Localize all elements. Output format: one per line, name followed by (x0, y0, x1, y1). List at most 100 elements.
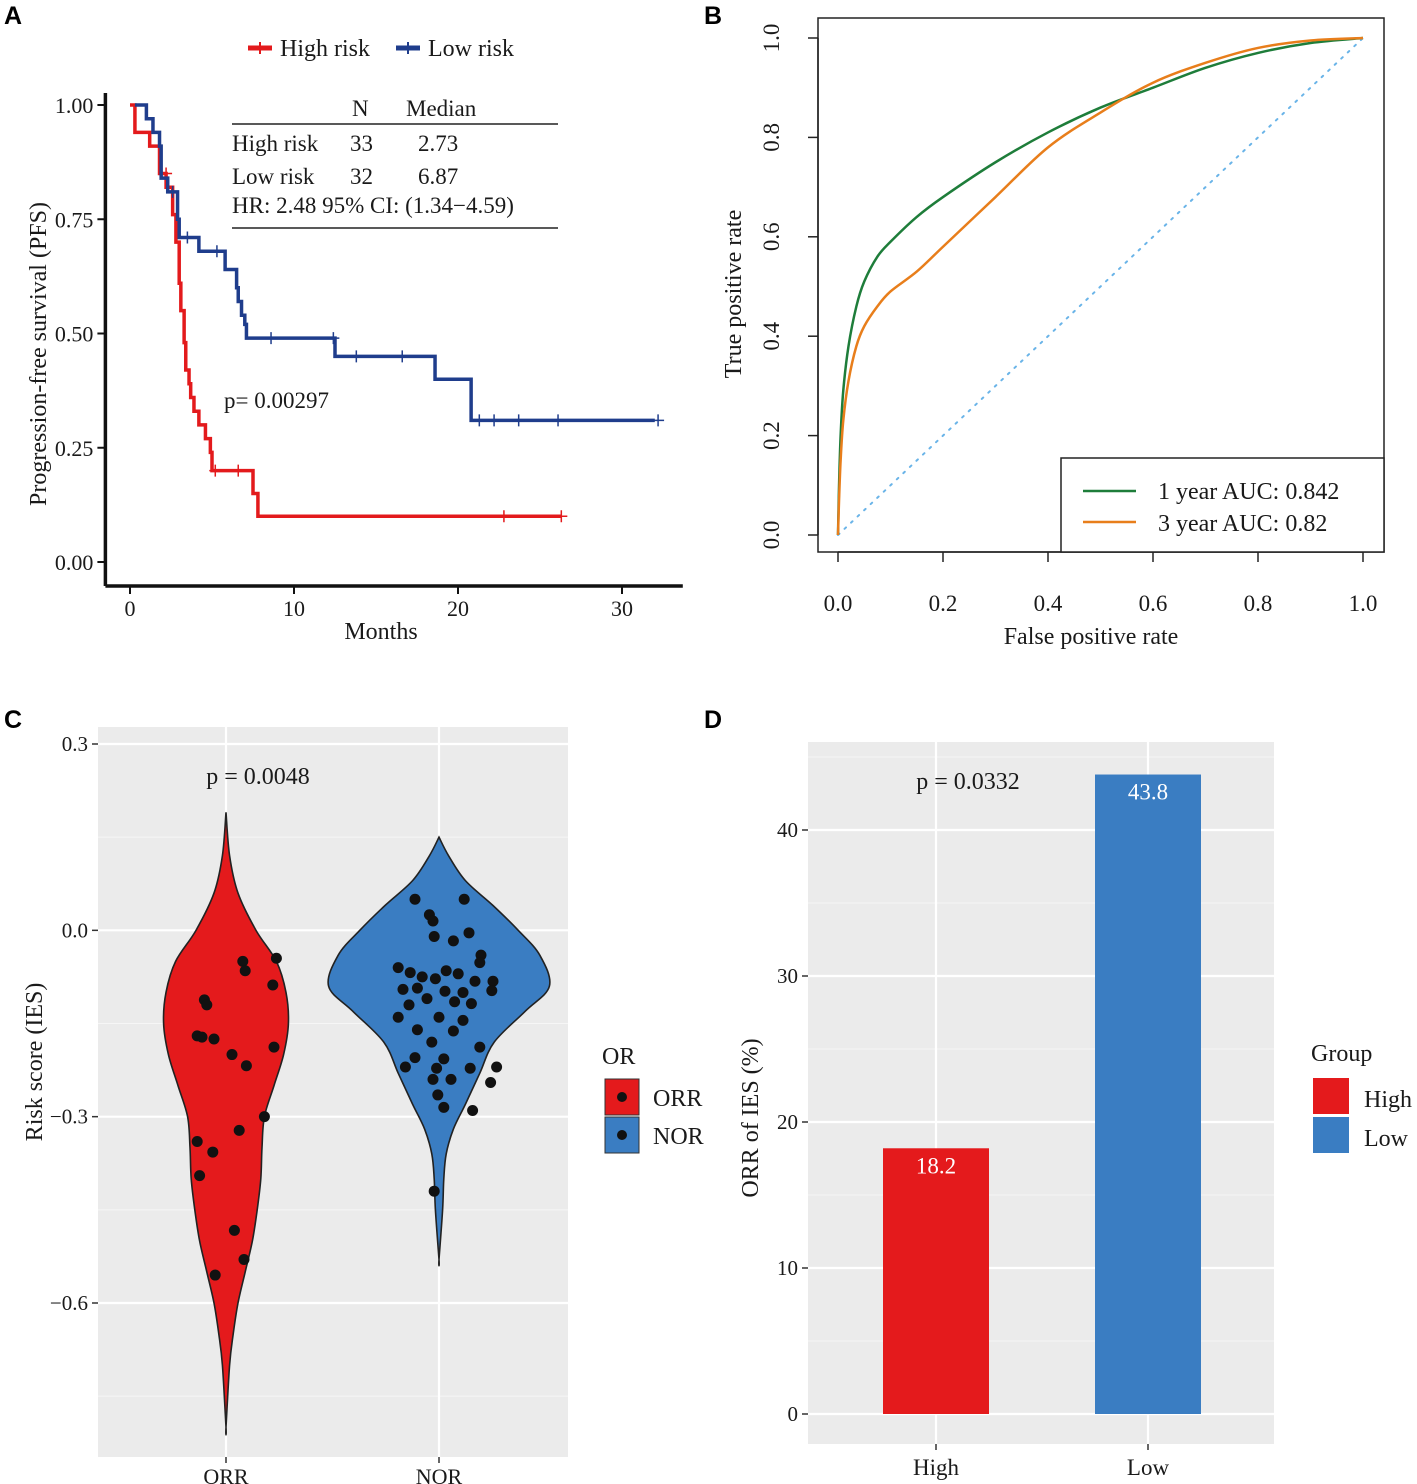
panel-a-kaplan-meier: A 0 10 20 30 0.00 0.25 0.50 0.75 1.00 High risk … (4, 2, 683, 645)
roc-x-tick-label: 0.8 (1244, 591, 1273, 616)
roc-x-tick-label: 0.6 (1139, 591, 1168, 616)
violin-point-nor (457, 1014, 469, 1026)
violin-point-nor (465, 998, 477, 1010)
bar-high (883, 1148, 989, 1414)
violin-point-nor (447, 1025, 459, 1037)
bar-value-label-high: 18.2 (916, 1153, 956, 1178)
km-censor-mark (181, 231, 194, 244)
violin-x-tick-label-orr: ORR (203, 1464, 249, 1484)
violin-point-orr (237, 955, 249, 967)
km-censor-mark (473, 414, 486, 427)
panel-label-c: C (4, 706, 22, 734)
violin-point-orr (268, 1041, 280, 1053)
violin-point-nor (427, 1073, 439, 1085)
violin-marks (162, 812, 551, 1436)
km-x-axis-label: Months (344, 619, 417, 645)
violin-point-nor (467, 1104, 479, 1116)
violin-plot-background (98, 727, 568, 1457)
roc-y-tick-label: 1.0 (759, 24, 784, 53)
violin-point-nor (409, 1052, 421, 1064)
violin-point-nor (491, 1061, 503, 1073)
violin-point-nor (463, 927, 475, 939)
table-header-median: Median (406, 96, 477, 121)
violin-point-nor (486, 985, 498, 997)
roc-legend: 1 year AUC: 0.842 3 year AUC: 0.82 (1060, 457, 1385, 553)
bar-legend-title: Group (1311, 1041, 1372, 1067)
violin-point-nor (433, 1011, 445, 1023)
km-censor-mark (488, 414, 501, 427)
roc-curve-3-year (836, 36, 1364, 536)
km-y-axis-label: Progression-free survival (PFS) (26, 202, 52, 506)
violin-point-nor (438, 1101, 450, 1113)
km-x-tick-label: 20 (447, 596, 469, 621)
violin-y-tick-label: −0.6 (50, 1291, 88, 1315)
violin-shape-orr (162, 812, 290, 1436)
km-censor-mark (209, 464, 222, 477)
violin-point-nor (458, 893, 470, 905)
violin-point-nor (392, 962, 404, 974)
violin-point-nor (449, 996, 461, 1008)
violin-axes: −0.6 −0.3 0.0 0.3 ORR NOR (50, 732, 463, 1484)
bar-y-tick-label: 10 (777, 1256, 798, 1280)
table-hr-ci: HR: 2.48 95% CI: (1.34−4.59) (232, 193, 514, 218)
violin-point-nor (416, 971, 428, 983)
violin-legend-dot-nor (617, 1130, 627, 1140)
roc-curves (836, 36, 1364, 536)
violin-point-nor (392, 1011, 404, 1023)
violin-point-nor (440, 965, 452, 977)
violin-point-orr (267, 979, 279, 991)
table-row-high-median: 2.73 (418, 131, 458, 156)
violin-point-nor (426, 1036, 438, 1048)
bar-p-value: p = 0.0332 (916, 769, 1020, 795)
violin-point-orr (196, 1031, 208, 1043)
roc-y-tick-label: 0.4 (759, 321, 784, 350)
violin-point-orr (226, 1049, 238, 1061)
bar-x-tick-label-high: High (913, 1455, 960, 1480)
violin-y-tick-label: −0.3 (50, 1105, 88, 1129)
km-censor-mark (350, 350, 363, 363)
violin-point-nor (428, 931, 440, 943)
violin-point-nor (485, 1077, 497, 1089)
roc-x-tick-label: 1.0 (1349, 591, 1378, 616)
violin-point-nor (428, 1185, 440, 1197)
km-summary-table: N Median High risk 33 2.73 Low risk 32 6… (232, 96, 558, 229)
violin-point-nor (447, 935, 459, 947)
violin-legend: OR ORR NOR (602, 1044, 704, 1154)
roc-reference-diagonal (837, 37, 1364, 536)
violin-point-orr (270, 952, 282, 964)
bar-legend-label-high: High (1364, 1087, 1412, 1113)
bar-y-tick-label: 20 (777, 1110, 798, 1134)
roc-axes: 0.0 0.2 0.4 0.6 0.8 1.0 0.0 0.2 0.4 0.6 0.8 1.0 (759, 24, 1377, 616)
violin-point-nor (452, 968, 464, 980)
violin-x-tick-label-nor: NOR (416, 1464, 463, 1484)
km-censor-mark (210, 245, 223, 258)
km-y-tick-label: 0.75 (55, 207, 94, 232)
panel-label-d: D (704, 706, 722, 734)
violin-point-nor (431, 1062, 443, 1074)
violin-point-orr (238, 1254, 250, 1266)
violin-point-nor (399, 1061, 411, 1073)
violin-point-nor (487, 975, 499, 987)
panel-b-roc: B 0.0 0.2 0.4 0.6 0.8 1.0 0.0 0.2 0.4 0.6 0.8 1.0 1… (704, 2, 1385, 650)
violin-point-nor (427, 915, 439, 927)
table-row-low-label: Low risk (232, 164, 315, 189)
km-p-value: p= 0.00297 (224, 388, 329, 413)
violin-point-orr (239, 965, 251, 977)
violin-point-nor (439, 985, 451, 997)
violin-point-nor (474, 1041, 486, 1053)
violin-legend-label-nor: NOR (653, 1124, 704, 1150)
violin-point-orr (201, 999, 213, 1011)
legend-label-low-risk: Low risk (428, 36, 514, 62)
roc-y-axis-label: True positive rate (721, 210, 747, 378)
km-censor-mark (327, 332, 340, 345)
bar-legend: Group High Low (1311, 1041, 1412, 1153)
table-row-high-label: High risk (232, 131, 319, 156)
roc-y-tick-label: 0.6 (759, 222, 784, 251)
roc-x-tick-label: 0.2 (929, 591, 958, 616)
km-axes: 0 10 20 30 0.00 0.25 0.50 0.75 1.00 (55, 93, 683, 621)
violin-point-nor (411, 982, 423, 994)
violin-y-tick-label: 0.3 (62, 732, 88, 756)
bar-plot-background (808, 742, 1274, 1444)
roc-x-tick-label: 0.0 (824, 591, 853, 616)
